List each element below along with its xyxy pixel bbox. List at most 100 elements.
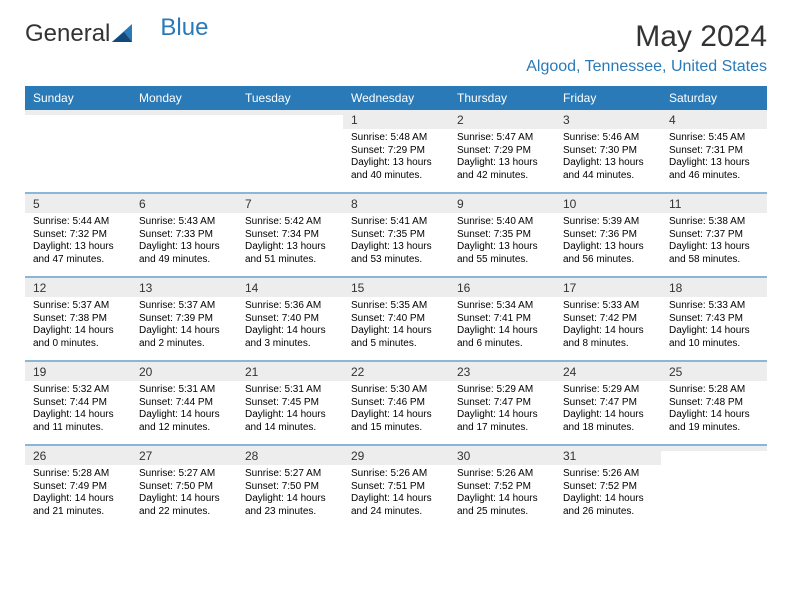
day-number: 1 — [343, 110, 449, 129]
day-details: Sunrise: 5:26 AMSunset: 7:52 PMDaylight:… — [555, 465, 661, 522]
sunset-text: Sunset: 7:29 PM — [457, 145, 547, 158]
day-number: 8 — [343, 194, 449, 213]
day-details: Sunrise: 5:42 AMSunset: 7:34 PMDaylight:… — [237, 213, 343, 270]
week-separator — [25, 276, 767, 278]
day-number: 3 — [555, 110, 661, 129]
day-cell: 8Sunrise: 5:41 AMSunset: 7:35 PMDaylight… — [343, 194, 449, 276]
sunrise-text: Sunrise: 5:37 AM — [139, 300, 229, 313]
logo-text-1: General — [25, 20, 110, 48]
day-cell: 31Sunrise: 5:26 AMSunset: 7:52 PMDayligh… — [555, 446, 661, 528]
daylight-text: Daylight: 14 hours and 8 minutes. — [563, 325, 653, 350]
sunrise-text: Sunrise: 5:41 AM — [351, 216, 441, 229]
daylight-text: Daylight: 14 hours and 15 minutes. — [351, 409, 441, 434]
sunrise-text: Sunrise: 5:34 AM — [457, 300, 547, 313]
day-number: 18 — [661, 278, 767, 297]
day-details: Sunrise: 5:40 AMSunset: 7:35 PMDaylight:… — [449, 213, 555, 270]
sunset-text: Sunset: 7:35 PM — [351, 229, 441, 242]
day-details — [25, 115, 131, 122]
logo: General Blue — [25, 20, 184, 48]
sunrise-text: Sunrise: 5:44 AM — [33, 216, 123, 229]
daylight-text: Daylight: 14 hours and 2 minutes. — [139, 325, 229, 350]
day-cell — [25, 110, 131, 192]
sunrise-text: Sunrise: 5:39 AM — [563, 216, 653, 229]
day-number: 17 — [555, 278, 661, 297]
daylight-text: Daylight: 13 hours and 42 minutes. — [457, 157, 547, 182]
day-cell: 30Sunrise: 5:26 AMSunset: 7:52 PMDayligh… — [449, 446, 555, 528]
day-cell — [131, 110, 237, 192]
day-number: 14 — [237, 278, 343, 297]
day-cell: 12Sunrise: 5:37 AMSunset: 7:38 PMDayligh… — [25, 278, 131, 360]
sunset-text: Sunset: 7:34 PM — [245, 229, 335, 242]
day-details: Sunrise: 5:44 AMSunset: 7:32 PMDaylight:… — [25, 213, 131, 270]
daylight-text: Daylight: 14 hours and 0 minutes. — [33, 325, 123, 350]
day-cell: 4Sunrise: 5:45 AMSunset: 7:31 PMDaylight… — [661, 110, 767, 192]
sunrise-text: Sunrise: 5:30 AM — [351, 384, 441, 397]
day-header: Thursday — [449, 86, 555, 110]
daylight-text: Daylight: 14 hours and 25 minutes. — [457, 493, 547, 518]
day-cell: 10Sunrise: 5:39 AMSunset: 7:36 PMDayligh… — [555, 194, 661, 276]
day-cell: 17Sunrise: 5:33 AMSunset: 7:42 PMDayligh… — [555, 278, 661, 360]
day-details: Sunrise: 5:34 AMSunset: 7:41 PMDaylight:… — [449, 297, 555, 354]
day-details: Sunrise: 5:45 AMSunset: 7:31 PMDaylight:… — [661, 129, 767, 186]
week-row: 5Sunrise: 5:44 AMSunset: 7:32 PMDaylight… — [25, 194, 767, 276]
day-details: Sunrise: 5:31 AMSunset: 7:45 PMDaylight:… — [237, 381, 343, 438]
day-details — [131, 115, 237, 122]
sunrise-text: Sunrise: 5:27 AM — [139, 468, 229, 481]
day-cell: 7Sunrise: 5:42 AMSunset: 7:34 PMDaylight… — [237, 194, 343, 276]
sunset-text: Sunset: 7:40 PM — [351, 313, 441, 326]
sunset-text: Sunset: 7:44 PM — [139, 397, 229, 410]
day-details: Sunrise: 5:38 AMSunset: 7:37 PMDaylight:… — [661, 213, 767, 270]
day-details: Sunrise: 5:41 AMSunset: 7:35 PMDaylight:… — [343, 213, 449, 270]
day-number: 29 — [343, 446, 449, 465]
sunset-text: Sunset: 7:48 PM — [669, 397, 759, 410]
day-details: Sunrise: 5:26 AMSunset: 7:51 PMDaylight:… — [343, 465, 449, 522]
daylight-text: Daylight: 13 hours and 56 minutes. — [563, 241, 653, 266]
day-cell: 16Sunrise: 5:34 AMSunset: 7:41 PMDayligh… — [449, 278, 555, 360]
day-header: Sunday — [25, 86, 131, 110]
sunset-text: Sunset: 7:39 PM — [139, 313, 229, 326]
daylight-text: Daylight: 14 hours and 11 minutes. — [33, 409, 123, 434]
day-details: Sunrise: 5:28 AMSunset: 7:49 PMDaylight:… — [25, 465, 131, 522]
week-row: 26Sunrise: 5:28 AMSunset: 7:49 PMDayligh… — [25, 446, 767, 528]
day-number: 24 — [555, 362, 661, 381]
daylight-text: Daylight: 13 hours and 46 minutes. — [669, 157, 759, 182]
week-row: 19Sunrise: 5:32 AMSunset: 7:44 PMDayligh… — [25, 362, 767, 444]
sunrise-text: Sunrise: 5:26 AM — [563, 468, 653, 481]
day-header: Friday — [555, 86, 661, 110]
day-details: Sunrise: 5:31 AMSunset: 7:44 PMDaylight:… — [131, 381, 237, 438]
day-details: Sunrise: 5:26 AMSunset: 7:52 PMDaylight:… — [449, 465, 555, 522]
daylight-text: Daylight: 13 hours and 40 minutes. — [351, 157, 441, 182]
day-details — [237, 115, 343, 122]
sunrise-text: Sunrise: 5:46 AM — [563, 132, 653, 145]
calendar: Sunday Monday Tuesday Wednesday Thursday… — [25, 86, 767, 528]
sunset-text: Sunset: 7:30 PM — [563, 145, 653, 158]
day-details: Sunrise: 5:47 AMSunset: 7:29 PMDaylight:… — [449, 129, 555, 186]
day-details: Sunrise: 5:36 AMSunset: 7:40 PMDaylight:… — [237, 297, 343, 354]
daylight-text: Daylight: 14 hours and 23 minutes. — [245, 493, 335, 518]
header: General Blue May 2024 Algood, Tennessee,… — [25, 20, 767, 76]
day-header: Tuesday — [237, 86, 343, 110]
sunrise-text: Sunrise: 5:28 AM — [669, 384, 759, 397]
sunrise-text: Sunrise: 5:43 AM — [139, 216, 229, 229]
day-number: 23 — [449, 362, 555, 381]
day-cell: 9Sunrise: 5:40 AMSunset: 7:35 PMDaylight… — [449, 194, 555, 276]
daylight-text: Daylight: 13 hours and 47 minutes. — [33, 241, 123, 266]
day-details: Sunrise: 5:32 AMSunset: 7:44 PMDaylight:… — [25, 381, 131, 438]
sunset-text: Sunset: 7:50 PM — [139, 481, 229, 494]
day-cell: 14Sunrise: 5:36 AMSunset: 7:40 PMDayligh… — [237, 278, 343, 360]
sunrise-text: Sunrise: 5:42 AM — [245, 216, 335, 229]
logo-text-2: Blue — [160, 14, 208, 42]
daylight-text: Daylight: 14 hours and 3 minutes. — [245, 325, 335, 350]
sunrise-text: Sunrise: 5:31 AM — [245, 384, 335, 397]
day-details — [661, 451, 767, 458]
sail-icon — [112, 21, 136, 39]
day-details: Sunrise: 5:29 AMSunset: 7:47 PMDaylight:… — [449, 381, 555, 438]
day-details: Sunrise: 5:29 AMSunset: 7:47 PMDaylight:… — [555, 381, 661, 438]
day-number: 4 — [661, 110, 767, 129]
day-number: 28 — [237, 446, 343, 465]
sunrise-text: Sunrise: 5:33 AM — [669, 300, 759, 313]
day-cell: 28Sunrise: 5:27 AMSunset: 7:50 PMDayligh… — [237, 446, 343, 528]
sunset-text: Sunset: 7:42 PM — [563, 313, 653, 326]
sunrise-text: Sunrise: 5:29 AM — [563, 384, 653, 397]
day-number: 22 — [343, 362, 449, 381]
